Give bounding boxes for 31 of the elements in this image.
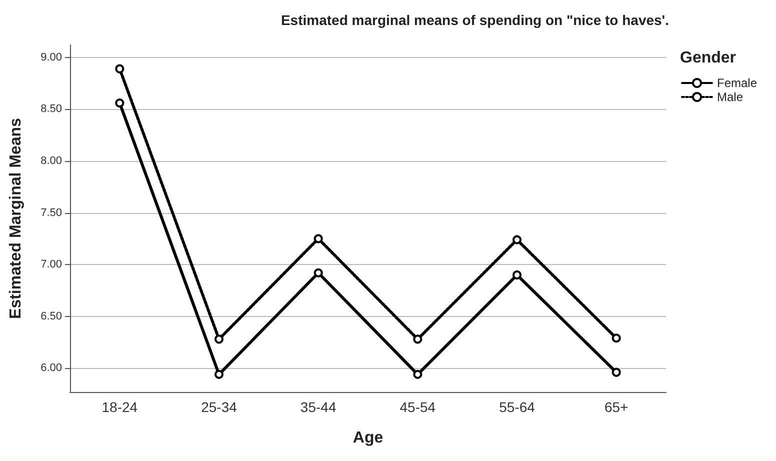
point bbox=[612, 368, 621, 377]
x-tick-label: 35-44 bbox=[300, 399, 336, 415]
x-tick-label: 45-54 bbox=[400, 399, 436, 415]
y-tick-label: 6.00 bbox=[40, 362, 62, 374]
y-axis-title: Estimated Marginal Means bbox=[8, 118, 24, 319]
point bbox=[612, 334, 621, 343]
point bbox=[512, 235, 522, 244]
x-tick-label: 55-64 bbox=[499, 399, 536, 415]
chart-title: Estimated marginal means of spending on "nice to haves'. bbox=[280, 12, 670, 28]
x-tick-label: 25-34 bbox=[201, 399, 238, 415]
point bbox=[314, 268, 323, 278]
point bbox=[413, 334, 422, 344]
point bbox=[314, 234, 323, 244]
y-tick-label: 7.00 bbox=[40, 258, 62, 271]
legend-label: Female bbox=[717, 76, 758, 90]
legend-title: Gender bbox=[680, 50, 736, 66]
x-tick-label: 65+ bbox=[604, 399, 628, 415]
legend-label: Male bbox=[717, 90, 744, 104]
point bbox=[115, 64, 124, 74]
point bbox=[512, 270, 522, 280]
point bbox=[214, 334, 224, 344]
x-tick-label: 18-24 bbox=[102, 399, 138, 415]
point bbox=[115, 98, 124, 108]
point bbox=[413, 370, 422, 379]
y-tick-label: 9.00 bbox=[40, 51, 62, 64]
y-tick-label: 8.00 bbox=[40, 155, 62, 168]
y-tick-label: 7.50 bbox=[40, 206, 62, 219]
x-axis-title: Age bbox=[352, 430, 384, 446]
y-tick-label: 8.50 bbox=[40, 103, 62, 116]
point bbox=[214, 370, 224, 379]
y-tick-label: 6.50 bbox=[40, 310, 62, 322]
